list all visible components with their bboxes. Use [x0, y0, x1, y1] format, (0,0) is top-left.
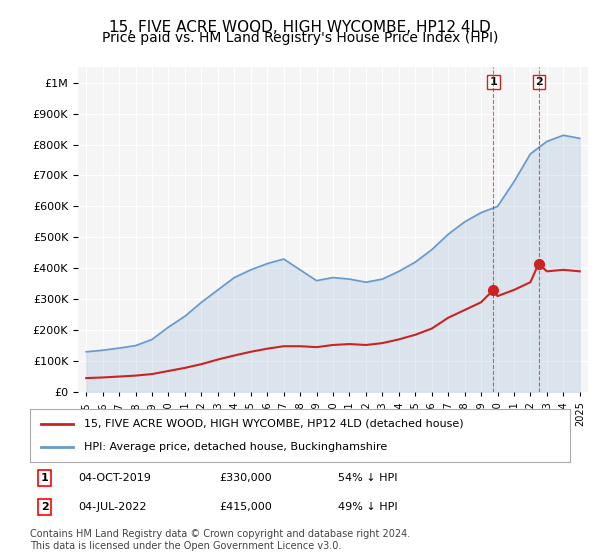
- Text: HPI: Average price, detached house, Buckinghamshire: HPI: Average price, detached house, Buck…: [84, 442, 387, 452]
- Text: 04-JUL-2022: 04-JUL-2022: [79, 502, 147, 512]
- Text: 2: 2: [41, 502, 49, 512]
- Text: Price paid vs. HM Land Registry's House Price Index (HPI): Price paid vs. HM Land Registry's House …: [102, 31, 498, 45]
- Text: 04-OCT-2019: 04-OCT-2019: [79, 473, 151, 483]
- Text: 1: 1: [490, 77, 497, 87]
- Text: 54% ↓ HPI: 54% ↓ HPI: [338, 473, 397, 483]
- Text: Contains HM Land Registry data © Crown copyright and database right 2024.
This d: Contains HM Land Registry data © Crown c…: [30, 529, 410, 551]
- Text: 15, FIVE ACRE WOOD, HIGH WYCOMBE, HP12 4LD: 15, FIVE ACRE WOOD, HIGH WYCOMBE, HP12 4…: [109, 20, 491, 35]
- Text: 49% ↓ HPI: 49% ↓ HPI: [338, 502, 397, 512]
- Text: £415,000: £415,000: [219, 502, 272, 512]
- Text: £330,000: £330,000: [219, 473, 272, 483]
- Text: 1: 1: [41, 473, 49, 483]
- Text: 2: 2: [535, 77, 542, 87]
- Text: 15, FIVE ACRE WOOD, HIGH WYCOMBE, HP12 4LD (detached house): 15, FIVE ACRE WOOD, HIGH WYCOMBE, HP12 4…: [84, 419, 464, 429]
